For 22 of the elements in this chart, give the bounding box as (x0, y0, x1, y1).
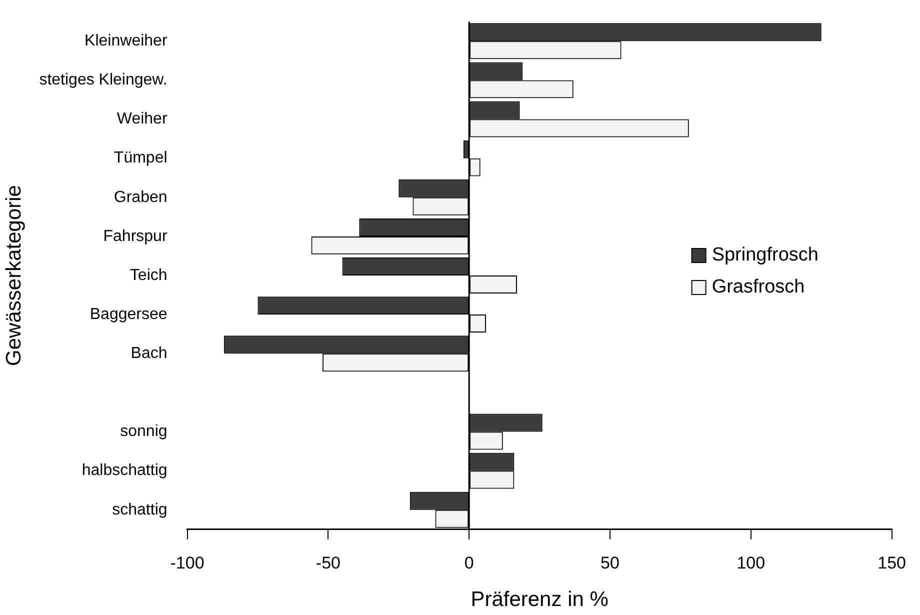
y-tick-label: schattig (112, 501, 168, 518)
y-tick-label: Tümpel (114, 150, 168, 167)
legend-label: Grasfrosch (712, 276, 805, 298)
x-tick-label: 50 (600, 553, 620, 572)
legend-label: Springfrosch (712, 244, 818, 266)
y-tick-label: Bach (130, 345, 168, 362)
y-tick-label: stetiges Kleingew. (39, 72, 168, 89)
y-tick-label: halbschattig (82, 462, 168, 480)
y-tick-label: Kleinweiher (84, 32, 168, 50)
x-tick-label: 150 (878, 553, 906, 572)
x-tick-label: 100 (736, 553, 766, 572)
x-tick-label: -100 (170, 553, 204, 572)
x-tick-label: 0 (464, 553, 474, 572)
x-axis-title: Präferenz in % (470, 588, 608, 612)
y-tick-label: Weiher (116, 110, 168, 128)
x-tick-label: -50 (316, 553, 340, 572)
y-tick-label: sonnig (120, 423, 168, 440)
y-tick-label: Baggersee (90, 306, 168, 323)
y-tick-label: Graben (114, 188, 168, 206)
y-tick-label: Teich (130, 266, 168, 284)
y-tick-label: Fahrspur (103, 228, 168, 245)
y-axis-title: Gewässerkategorie (2, 185, 26, 366)
